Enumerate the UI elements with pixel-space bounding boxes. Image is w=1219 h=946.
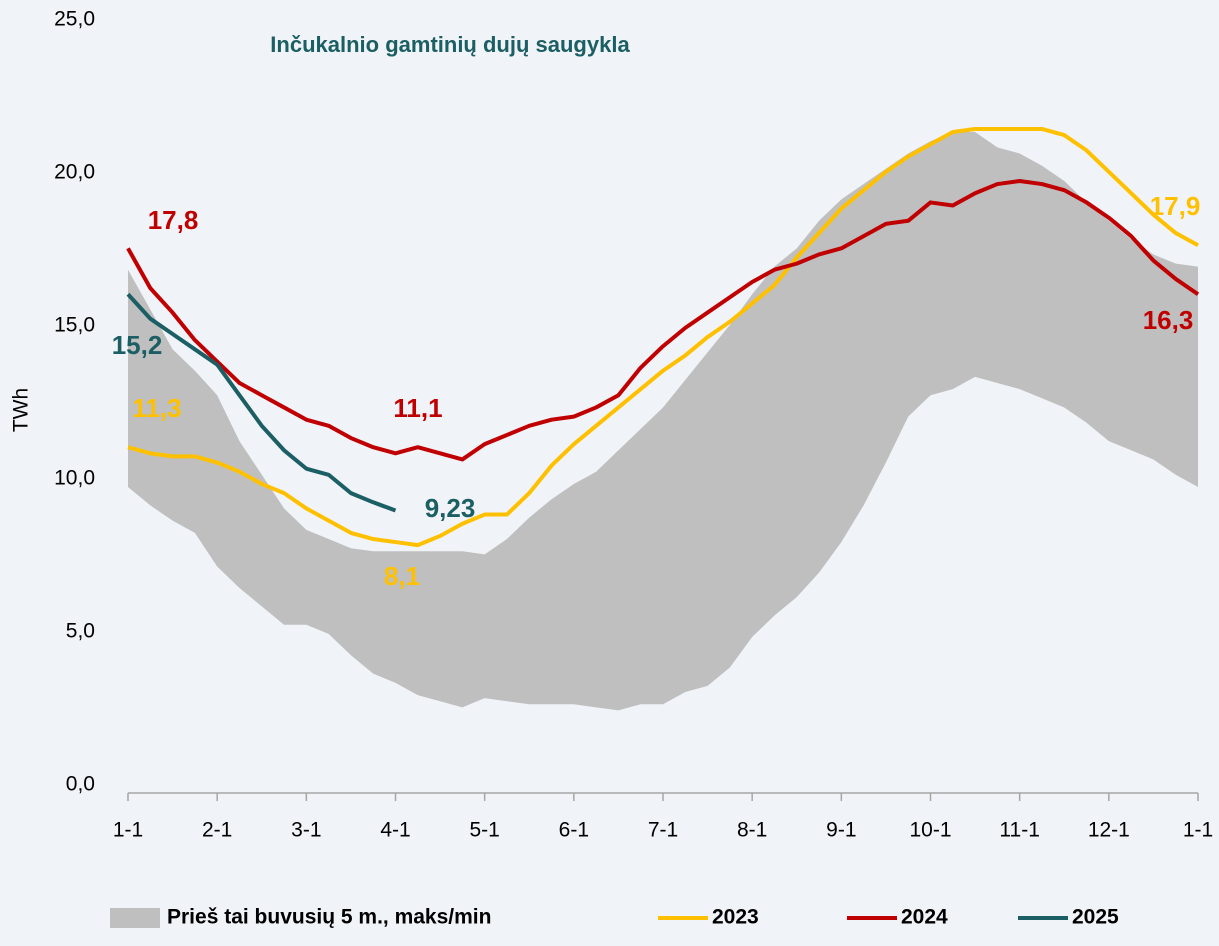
- x-tick-label: 4-1: [380, 819, 410, 842]
- x-tick-label: 6-1: [559, 819, 589, 842]
- y-tick-label: 20,0: [54, 161, 95, 184]
- legend-label: 2024: [901, 906, 948, 929]
- legend-label: Prieš tai buvusių 5 m., maks/min: [167, 906, 491, 929]
- x-tick-label: 3-1: [291, 819, 321, 842]
- annotation: 8,1: [384, 561, 420, 591]
- series-line: [127, 126, 1199, 548]
- annotation: 16,3: [1143, 305, 1194, 335]
- series-line: [126, 179, 1200, 462]
- annotation: 15,2: [112, 330, 163, 360]
- legend-label: 2025: [1072, 906, 1119, 929]
- y-tick-label: 0,0: [66, 773, 95, 796]
- annotation: 11,1: [393, 393, 442, 423]
- x-tick-label: 2-1: [202, 819, 232, 842]
- y-tick-label: 15,0: [54, 314, 95, 337]
- series-line: [126, 292, 397, 513]
- annotation: 11,3: [132, 393, 181, 423]
- legend-swatch: [110, 908, 160, 928]
- range-band: [128, 132, 1198, 711]
- x-tick-label: 1-1: [1183, 819, 1213, 842]
- y-tick-label: 10,0: [54, 467, 95, 490]
- annotation: 9,23: [425, 493, 476, 523]
- x-tick-label: 5-1: [469, 819, 499, 842]
- x-tick-label: 8-1: [737, 819, 767, 842]
- x-tick-label: 9-1: [826, 819, 856, 842]
- x-tick-label: 10-1: [909, 819, 951, 842]
- x-tick-label: 1-1: [113, 819, 143, 842]
- x-tick-label: 12-1: [1088, 819, 1130, 842]
- y-tick-label: 25,0: [54, 8, 95, 31]
- x-tick-label: 11-1: [999, 819, 1039, 842]
- x-tick-label: 7-1: [648, 819, 678, 842]
- y-tick-label: 5,0: [66, 620, 95, 643]
- chart-title: Inčukalnio gamtinių dujų saugykla: [270, 32, 630, 57]
- y-axis-label: TWh: [10, 388, 33, 432]
- annotation: 17,9: [1150, 191, 1201, 221]
- annotation: 17,8: [148, 205, 199, 235]
- legend-label: 2023: [712, 906, 759, 929]
